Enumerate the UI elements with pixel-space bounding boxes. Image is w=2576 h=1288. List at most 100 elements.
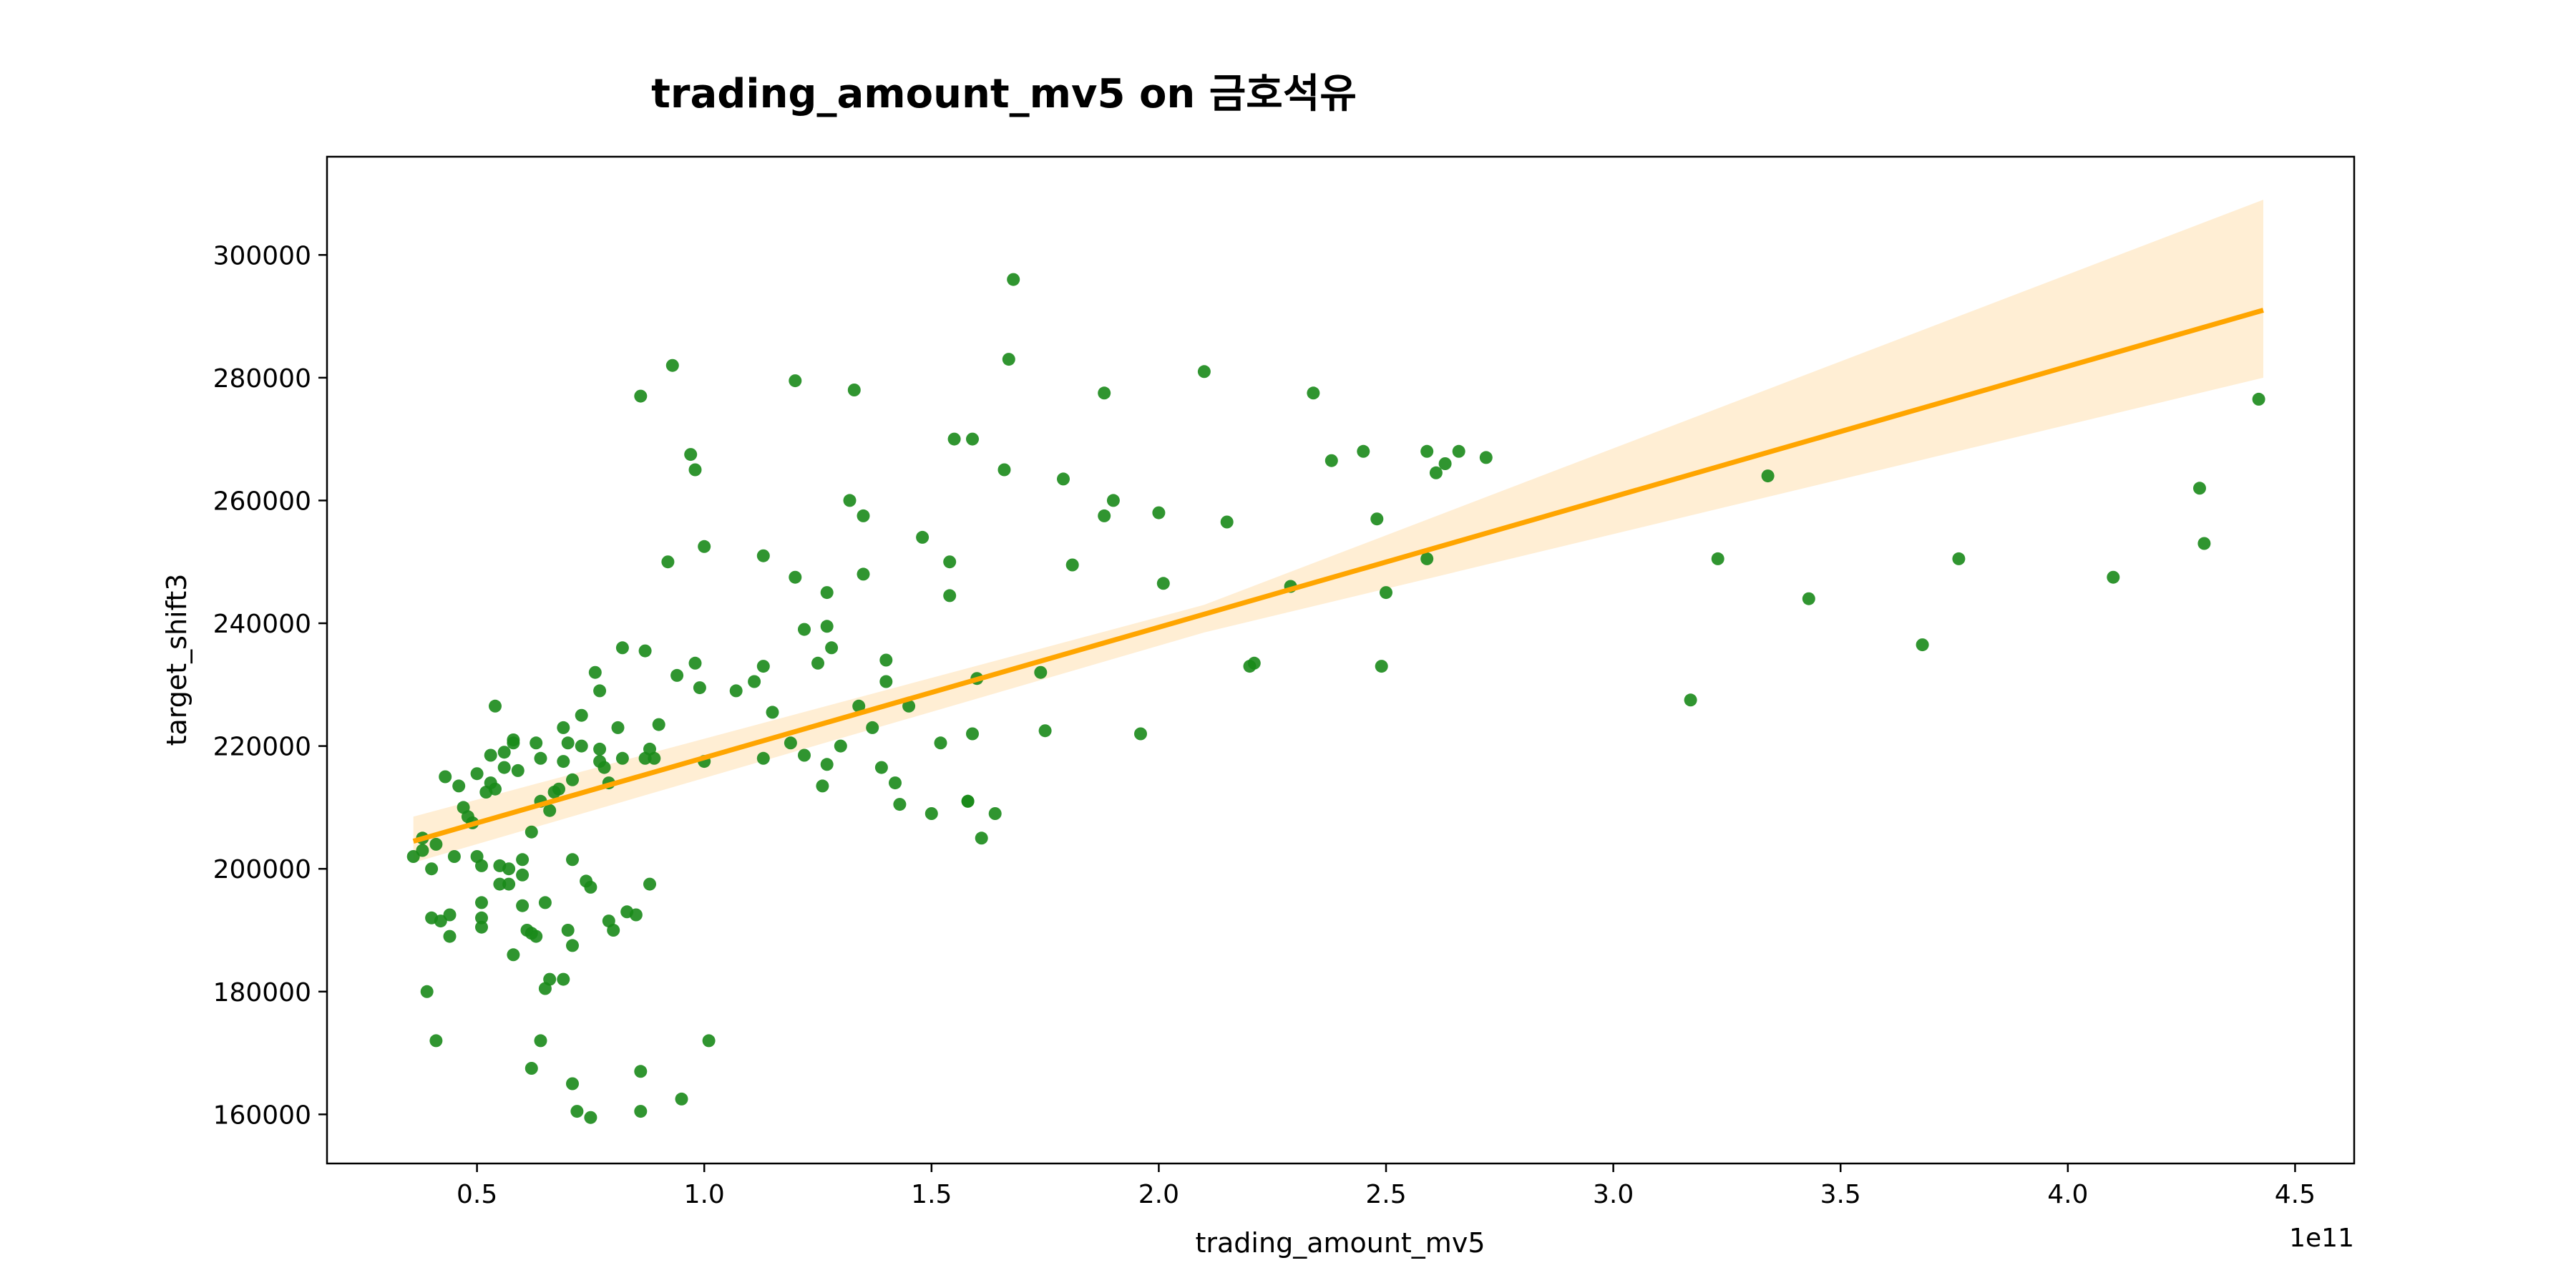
scatter-point — [575, 739, 588, 753]
scatter-point — [688, 656, 702, 670]
scatter-point — [1098, 386, 1111, 400]
scatter-point — [1034, 665, 1048, 679]
scatter-point — [493, 877, 507, 891]
y-tick-label: 160000 — [213, 1101, 311, 1130]
x-tick-label: 3.5 — [1820, 1180, 1861, 1209]
scatter-point — [638, 644, 652, 658]
scatter-point — [597, 761, 611, 774]
scatter-point — [916, 530, 930, 544]
scatter-point — [789, 374, 802, 388]
scatter-point — [1916, 638, 1929, 652]
scatter-point — [1324, 454, 1338, 467]
scatter-point — [484, 748, 497, 762]
scatter-point — [452, 779, 466, 793]
y-tick-label: 180000 — [213, 978, 311, 1008]
scatter-point — [648, 751, 661, 765]
plot-frame — [326, 155, 2356, 1165]
scatter-point — [502, 862, 516, 876]
scatter-point — [1357, 444, 1370, 458]
scatter-point — [507, 948, 520, 962]
scatter-point — [665, 358, 679, 372]
y-tick-label: 240000 — [213, 610, 311, 639]
scatter-point — [889, 776, 902, 790]
scatter-point — [879, 675, 893, 688]
scatter-point — [2193, 482, 2206, 495]
y-axis-label: target_shift3 — [161, 574, 192, 746]
scatter-point — [816, 779, 829, 793]
scatter-point — [675, 1092, 688, 1106]
x-tick-label: 0.5 — [457, 1180, 497, 1209]
scatter-point — [543, 804, 557, 817]
scatter-point — [966, 727, 979, 741]
scatter-point — [1684, 693, 1697, 707]
scatter-point — [1134, 727, 1147, 741]
scatter-point — [988, 807, 1002, 820]
scatter-point — [852, 699, 866, 713]
scatter-point — [2107, 570, 2120, 584]
scatter-point — [825, 641, 839, 655]
scatter-point — [661, 555, 675, 569]
x-tick-label: 2.5 — [1365, 1180, 1406, 1209]
x-tick-label: 2.0 — [1138, 1180, 1179, 1209]
scatter-point — [1375, 660, 1388, 673]
scatter-point — [766, 706, 779, 719]
scatter-point — [1420, 444, 1434, 458]
scatter-point — [1106, 494, 1120, 507]
scatter-point — [497, 761, 511, 774]
scatter-point — [634, 1105, 648, 1118]
scatter-point — [416, 844, 429, 857]
scatter-point — [584, 1111, 597, 1124]
scatter-point — [507, 733, 520, 746]
scatter-point — [570, 1105, 584, 1118]
scatter-point — [756, 660, 770, 673]
scatter-point — [593, 742, 607, 756]
scatter-point — [534, 751, 547, 765]
scatter-point — [756, 549, 770, 562]
scatter-point — [475, 859, 488, 872]
x-axis-label: trading_amount_mv5 — [1196, 1227, 1485, 1259]
x-tick-label: 4.5 — [2275, 1180, 2316, 1209]
scatter-point — [684, 448, 698, 462]
scatter-point — [497, 746, 511, 759]
y-tick-label: 300000 — [213, 241, 311, 270]
x-tick-label: 1.0 — [684, 1180, 725, 1209]
scatter-point — [489, 699, 502, 713]
scatter-point — [1002, 353, 1015, 366]
y-tick-label: 260000 — [213, 487, 311, 516]
scatter-point — [615, 751, 629, 765]
scatter-point — [1711, 552, 1724, 565]
scatter-point — [561, 924, 575, 937]
scatter-point — [2252, 392, 2265, 406]
scatter-point — [557, 721, 570, 734]
x-tick-label: 1.5 — [911, 1180, 952, 1209]
scatter-point — [820, 620, 834, 633]
scatter-point — [1307, 386, 1320, 400]
chart-title: trading_amount_mv5 on 금호석유 — [651, 71, 1357, 117]
x-tick-label: 4.0 — [2047, 1180, 2088, 1209]
scatter-point — [566, 939, 579, 952]
scatter-point — [652, 718, 665, 731]
scatter-point — [1038, 724, 1052, 738]
scatter-point — [429, 1034, 443, 1048]
scatter-point — [1098, 509, 1111, 522]
scatter-point — [443, 908, 457, 922]
scatter-point — [588, 665, 602, 679]
scatter-point — [566, 773, 579, 786]
confidence-band — [413, 200, 2264, 863]
scatter-point — [1438, 457, 1452, 470]
scatter-point — [874, 761, 888, 774]
scatter-point — [611, 721, 625, 734]
scatter-point — [866, 721, 879, 734]
scatter-point — [857, 509, 870, 522]
scatter-point — [702, 1034, 716, 1048]
scatter-point — [756, 751, 770, 765]
scatter-point — [593, 684, 607, 698]
scatter-point — [1370, 512, 1384, 526]
scatter-point — [629, 908, 643, 922]
scatter-point — [693, 681, 706, 695]
scatter-point — [538, 896, 552, 909]
scatter-point — [1802, 592, 1815, 605]
scatter-point — [798, 623, 811, 636]
y-axis: 160000 180000 200000 220000 240000 260000 2800… — [213, 241, 327, 1130]
scatter-point — [961, 794, 975, 808]
